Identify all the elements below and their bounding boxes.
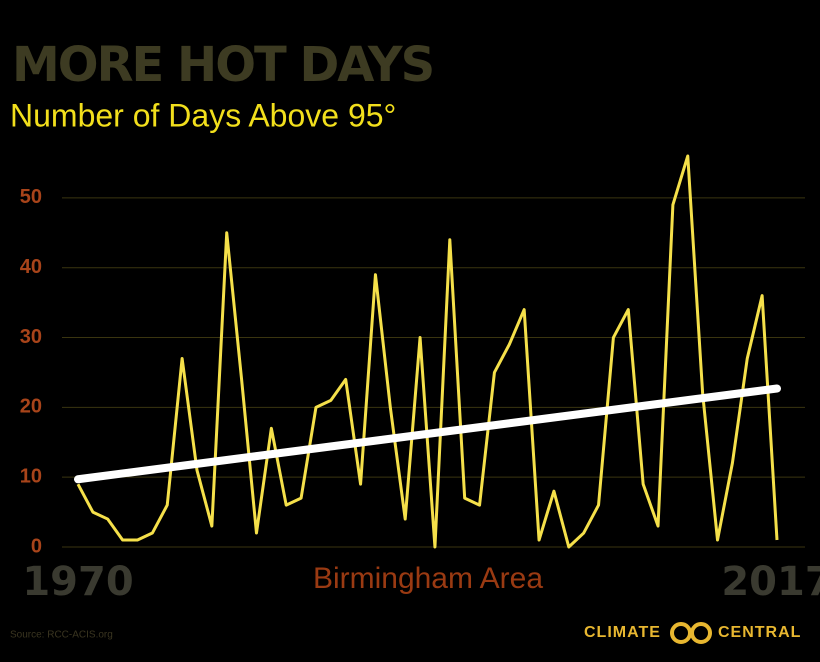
y-tick-label: 10 <box>20 465 42 487</box>
logo <box>690 622 712 644</box>
data-line <box>76 154 779 549</box>
chart-title: MORE HOT DAYS <box>12 37 433 93</box>
y-tick-label: 20 <box>20 396 42 418</box>
source: Source: RCC-ACIS.org <box>10 630 113 641</box>
chart-subtitle: Number of Days Above 95° <box>10 97 396 133</box>
y-tick-label: 30 <box>20 326 42 348</box>
x-tick-label: 1970 <box>22 559 133 605</box>
brand-right: CENTRAL <box>718 624 801 641</box>
logo <box>670 622 692 644</box>
y-tick-label: 40 <box>20 256 42 278</box>
brand-left: CLIMATE <box>584 624 661 641</box>
y-tick-label: 0 <box>31 535 42 557</box>
trend-line <box>74 384 781 484</box>
x-tick-label: 2017 <box>721 559 820 605</box>
annotation: Birmingham Area <box>313 562 543 595</box>
y-tick-label: 50 <box>20 186 42 208</box>
